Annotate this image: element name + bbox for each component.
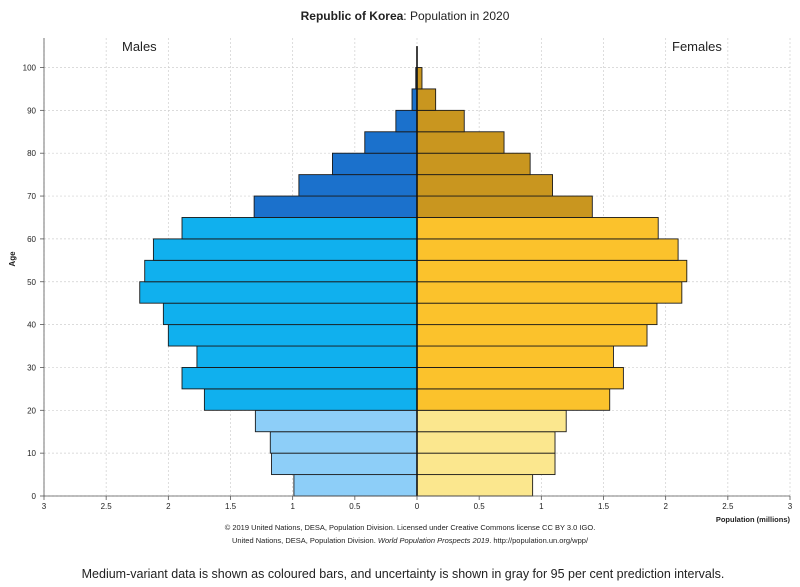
male-bar-20-24 [203,388,418,411]
chart-title: Republic of Korea: Population in 2020 [301,9,510,23]
x-tick-label: 2 [166,502,171,511]
x-tick-label: 1 [539,502,544,511]
female-bar-65-69 [416,195,593,218]
female-bar-0-4 [416,474,534,497]
x-tick-label: 3 [42,502,47,511]
male-bar-70-74 [298,174,418,197]
x-tick-label: 0.5 [474,502,486,511]
male-bar-25-29 [181,367,418,390]
y-tick-label: 0 [32,492,37,501]
female-bar-20-24 [416,388,611,411]
male-bar-50-54 [144,259,418,283]
x-tick-label: 0.5 [349,502,361,511]
female-bar-60-64 [416,217,659,240]
female-bar-90-94 [416,88,437,111]
x-tick-label: 2.5 [101,502,113,511]
male-bar-75-79 [332,152,418,176]
credit-line-2-prefix: United Nations, DESA, Population Divisio… [232,536,378,545]
female-bar-40-44 [416,302,658,326]
y-tick-label: 30 [27,363,36,372]
male-bar-65-69 [253,195,418,218]
x-tick-label: 1 [290,502,295,511]
credit-line-2-title: World Population Prospects 2019 [378,536,490,545]
chart-title-rest: : Population in 2020 [403,9,509,23]
x-tick-label: 1.5 [225,502,237,511]
female-bar-5-9 [416,452,556,476]
male-bar-35-39 [167,324,418,347]
male-bar-30-34 [196,345,418,368]
x-tick-label: 2.5 [722,502,734,511]
x-tick-label: 0 [415,502,420,511]
caption: Medium-variant data is shown as coloured… [82,567,725,581]
female-bar-10-14 [416,431,556,454]
y-tick-label: 10 [27,449,36,458]
female-bar-35-39 [416,324,648,347]
female-bar-45-49 [416,281,683,304]
female-bar-55-59 [416,238,679,261]
female-bar-30-34 [416,345,614,368]
male-bar-40-44 [162,302,418,326]
female-bar-85-89 [416,109,465,133]
x-tick-label: 1.5 [598,502,610,511]
male-bar-55-59 [152,238,418,261]
males-label: Males [122,39,157,54]
chart-bars [139,46,688,497]
y-tick-label: 40 [27,321,36,330]
female-bar-80-84 [416,131,505,154]
chart-axes: 3 2.5 2 1.5 1 0.5 0 0.5 1 1.5 2 2.5 3010203040506070… [23,38,793,511]
credit-line-2: United Nations, DESA, Population Divisio… [232,536,589,545]
x-tick-label: 2 [663,502,668,511]
y-tick-label: 60 [27,235,36,244]
male-bar-45-49 [139,281,418,304]
chart-title-country: Republic of Korea [301,9,404,23]
y-axis-label: Age [8,251,17,267]
x-tick-label: 3 [788,502,793,511]
y-tick-label: 100 [23,64,37,73]
male-bar-10-14 [269,431,418,454]
y-tick-label: 70 [27,192,36,201]
male-bar-0-4 [293,474,418,497]
y-tick-label: 50 [27,278,36,287]
x-axis-label: Population (millions) [716,515,791,524]
y-tick-label: 80 [27,149,36,158]
credit-line-2-suffix: . http://population.un.org/wpp/ [489,536,589,545]
male-bar-85-89 [395,109,418,133]
females-label: Females [672,39,722,54]
male-bar-15-19 [254,409,418,433]
credit-line-1: © 2019 United Nations, DESA, Population … [225,523,596,532]
y-tick-label: 90 [27,106,36,115]
male-bar-60-64 [181,217,418,240]
female-bar-25-29 [416,367,624,390]
female-bar-15-19 [416,409,567,433]
female-bar-75-79 [416,152,531,176]
female-bar-50-54 [416,259,688,283]
female-bar-70-74 [416,174,553,197]
y-tick-label: 20 [27,406,36,415]
male-bar-5-9 [271,452,418,476]
male-bar-80-84 [364,131,418,154]
